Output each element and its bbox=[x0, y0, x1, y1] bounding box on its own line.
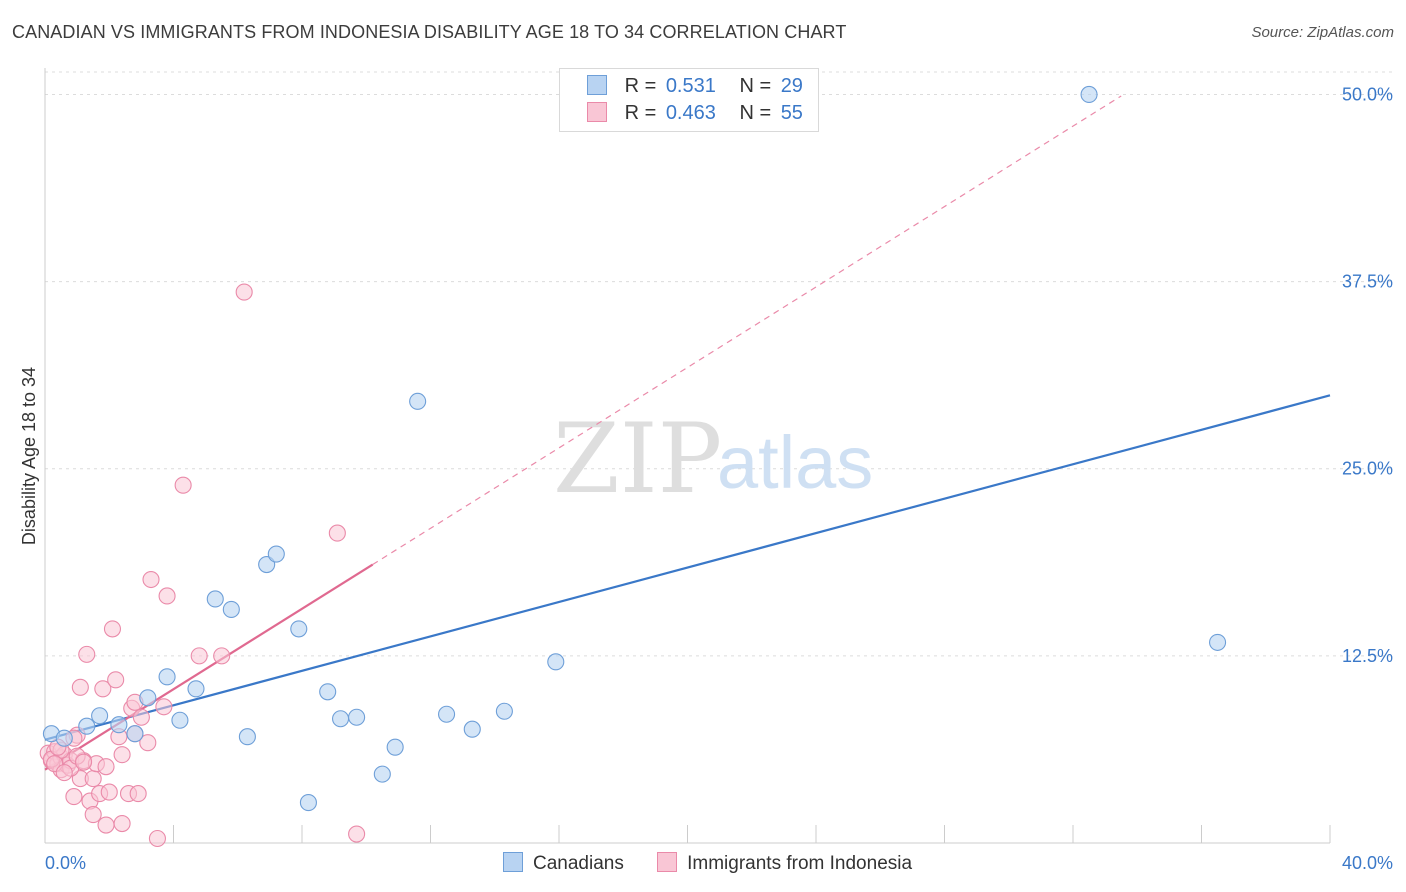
trend-lines bbox=[44, 95, 1331, 771]
point-canadians bbox=[222, 600, 240, 619]
point-canadians bbox=[1209, 633, 1227, 651]
point-indonesia bbox=[113, 746, 131, 764]
legend-swatch-canadians bbox=[503, 852, 523, 872]
point-indonesia bbox=[139, 734, 157, 752]
point-indonesia bbox=[84, 806, 102, 824]
grid-lines bbox=[45, 71, 1394, 657]
point-canadians bbox=[206, 590, 224, 608]
point-indonesia bbox=[78, 645, 96, 663]
y-tick-label: 12.5% bbox=[1342, 646, 1393, 666]
point-canadians bbox=[171, 711, 189, 729]
point-canadians bbox=[258, 555, 276, 574]
point-indonesia bbox=[107, 671, 125, 689]
legend-label-canadians: Canadians bbox=[533, 853, 624, 874]
point-indonesia bbox=[348, 825, 366, 843]
point-canadians bbox=[91, 707, 109, 725]
point-indonesia bbox=[129, 785, 147, 803]
point-canadians bbox=[386, 738, 404, 756]
point-indonesia bbox=[155, 698, 173, 716]
legend-swatch-blue bbox=[587, 75, 607, 95]
point-canadians bbox=[409, 392, 427, 410]
point-canadians bbox=[55, 729, 73, 747]
point-indonesia bbox=[113, 814, 131, 833]
axes bbox=[44, 68, 1331, 844]
point-canadians bbox=[495, 702, 513, 720]
point-canadians bbox=[126, 725, 144, 743]
point-canadians bbox=[319, 683, 337, 701]
point-canadians bbox=[331, 710, 350, 728]
y-axis-label: Disability Age 18 to 34 bbox=[19, 367, 39, 545]
point-indonesia bbox=[84, 770, 102, 788]
point-canadians bbox=[110, 716, 128, 734]
y-tick-label: 50.0% bbox=[1342, 84, 1393, 104]
legend-n-value: 29 bbox=[780, 75, 803, 97]
point-canadians bbox=[158, 668, 176, 686]
point-indonesia bbox=[213, 647, 231, 665]
point-indonesia bbox=[97, 816, 115, 834]
point-canadians bbox=[290, 620, 308, 638]
legend-r-label: R = bbox=[624, 102, 657, 124]
point-canadians bbox=[139, 689, 157, 707]
legend-row-indonesia: R = 0.463 N = 55 bbox=[587, 102, 803, 126]
chart-title: CANADIAN VS IMMIGRANTS FROM INDONESIA DI… bbox=[12, 22, 847, 42]
legend-r-label: R = bbox=[624, 75, 657, 97]
trendline-indonesia bbox=[44, 563, 374, 771]
point-indonesia bbox=[142, 570, 160, 589]
legend-n-label: N = bbox=[739, 102, 772, 124]
trendline-indonesia-extension bbox=[372, 95, 1122, 566]
point-canadians bbox=[348, 708, 366, 726]
legend-swatch-indonesia bbox=[657, 852, 678, 872]
stats-legend: R = 0.531 N = 29 R = 0.463 N = 55 bbox=[559, 68, 819, 132]
point-canadians bbox=[187, 680, 205, 698]
legend-label-indonesia: Immigrants from Indonesia bbox=[687, 853, 913, 874]
watermark-atlas: atlas bbox=[717, 421, 873, 504]
point-indonesia bbox=[71, 678, 89, 696]
legend-item-indonesia[interactable]: Immigrants from Indonesia bbox=[657, 852, 912, 875]
point-canadians bbox=[238, 728, 256, 746]
point-indonesia bbox=[55, 764, 73, 782]
legend-swatch-pink bbox=[587, 102, 607, 122]
legend-item-canadians[interactable]: Canadians bbox=[503, 852, 624, 875]
point-indonesia bbox=[235, 283, 253, 301]
x-tick-label-max: 40.0% bbox=[1342, 853, 1393, 873]
point-indonesia bbox=[174, 476, 192, 494]
point-canadians bbox=[78, 717, 96, 735]
data-points bbox=[39, 85, 1227, 848]
legend-r-value: 0.463 bbox=[665, 102, 716, 124]
point-indonesia bbox=[75, 753, 93, 771]
point-canadians bbox=[267, 545, 285, 563]
trendline-canadians bbox=[44, 394, 1331, 741]
point-indonesia bbox=[97, 758, 115, 776]
point-indonesia bbox=[158, 587, 176, 605]
y-tick-label: 37.5% bbox=[1342, 272, 1393, 292]
point-canadians bbox=[1080, 85, 1098, 104]
point-indonesia bbox=[65, 788, 83, 806]
point-canadians bbox=[438, 705, 456, 723]
point-indonesia bbox=[94, 680, 112, 698]
watermark-zip: ZIP bbox=[553, 403, 722, 515]
source-label: Source: ZipAtlas.com bbox=[1251, 24, 1394, 41]
tick-labels: 12.5% 25.0% 37.5% 50.0% 0.0% 40.0% bbox=[45, 84, 1393, 873]
point-indonesia bbox=[100, 783, 118, 801]
point-indonesia bbox=[132, 708, 150, 726]
series-legend: Canadians Immigrants from Indonesia bbox=[503, 852, 940, 875]
point-canadians bbox=[463, 720, 481, 738]
point-canadians bbox=[547, 653, 565, 671]
point-indonesia bbox=[103, 620, 122, 638]
legend-n-label: N = bbox=[739, 75, 772, 97]
legend-n-value: 55 bbox=[780, 102, 803, 124]
legend-r-value: 0.531 bbox=[665, 75, 716, 97]
y-tick-label: 25.0% bbox=[1342, 459, 1393, 479]
legend-row-canadians: R = 0.531 N = 29 bbox=[587, 75, 803, 99]
point-canadians bbox=[373, 765, 391, 783]
point-indonesia bbox=[190, 647, 208, 665]
point-canadians bbox=[299, 794, 317, 812]
point-indonesia bbox=[148, 829, 166, 848]
point-indonesia bbox=[328, 524, 346, 542]
x-tick-label-min: 0.0% bbox=[45, 853, 86, 873]
